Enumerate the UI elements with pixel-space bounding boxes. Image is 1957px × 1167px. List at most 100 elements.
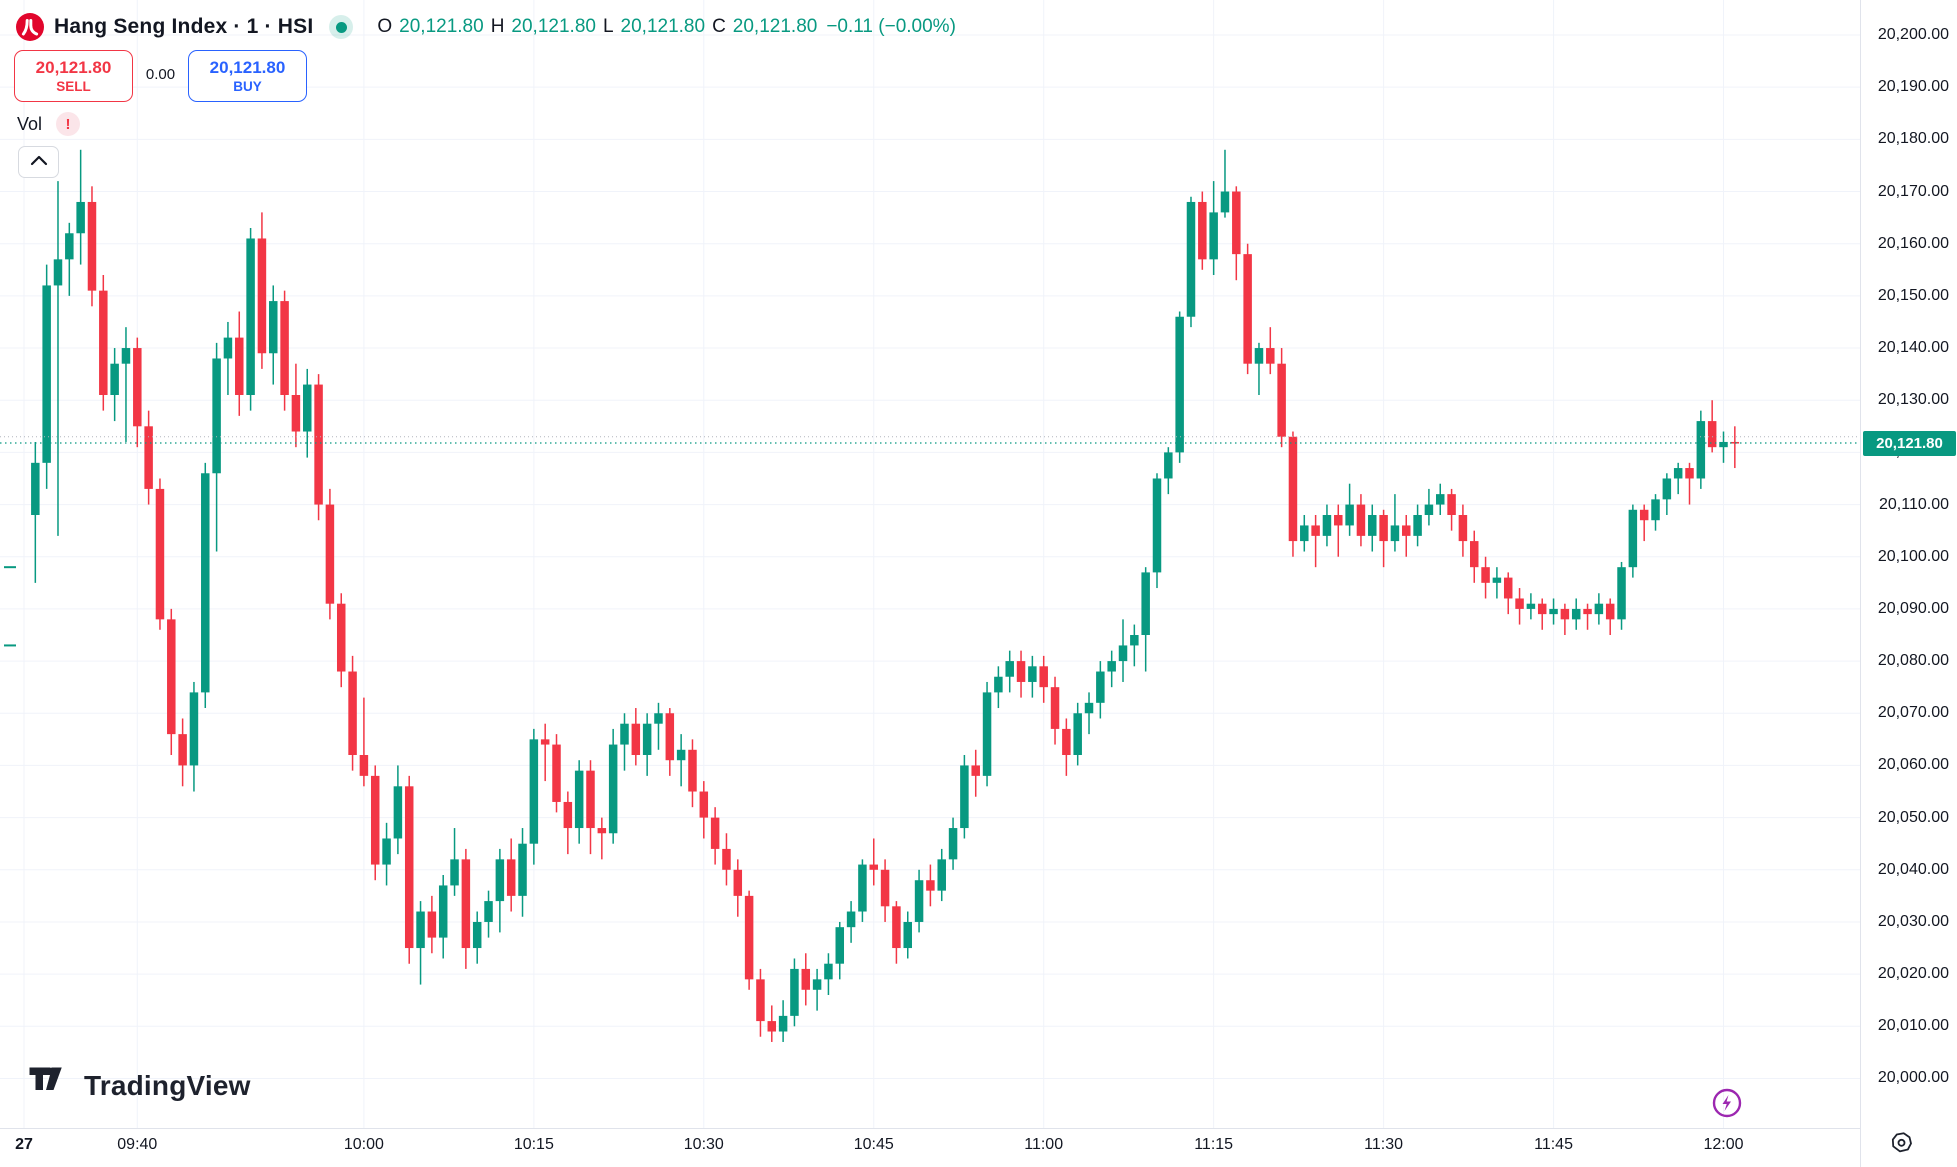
candle	[246, 228, 255, 411]
candle	[1254, 342, 1264, 396]
candle	[835, 921, 845, 980]
candle	[1583, 603, 1592, 630]
candle	[892, 901, 901, 964]
candle	[1390, 494, 1400, 552]
candle	[620, 713, 629, 771]
candle	[133, 337, 142, 448]
candle	[144, 410, 153, 505]
market-status-icon[interactable]	[329, 15, 354, 39]
candle	[1300, 515, 1309, 552]
candle	[801, 953, 811, 1006]
candle	[1073, 702, 1082, 766]
candle	[1232, 186, 1241, 281]
price-axis[interactable]: 20,200.00 20,190.00 20,180.00 20,170.00 20,1…	[1860, 0, 1957, 1167]
ohlc-values: O 20,121.80 H 20,121.80 L 20,121.80 C 20,121…	[377, 16, 956, 38]
candle	[574, 760, 584, 844]
symbol-title[interactable]: Hang Seng Index · 1 · HSI	[54, 15, 314, 38]
high-label: H	[490, 16, 505, 37]
candle	[484, 890, 493, 938]
candle	[960, 755, 969, 839]
price-axis-label: 20,180.00	[1877, 130, 1949, 148]
hang-seng-logo-icon	[16, 13, 44, 41]
candle	[1130, 624, 1139, 667]
candle	[427, 895, 437, 954]
candle	[450, 828, 459, 896]
time-axis-label: 11:45	[1534, 1136, 1573, 1153]
price-axis-label: 20,060.00	[1877, 756, 1949, 774]
candle	[552, 734, 561, 813]
candlestick-chart[interactable]	[0, 0, 1860, 1128]
candle	[1379, 509, 1388, 568]
candle	[767, 1005, 777, 1042]
candle	[1503, 572, 1513, 615]
candle	[982, 681, 992, 787]
candle	[631, 708, 641, 766]
candle	[506, 838, 516, 912]
candle	[1345, 483, 1354, 536]
price-axis-label: 20,000.00	[1877, 1069, 1949, 1087]
candle	[518, 828, 527, 917]
tradingview-watermark[interactable]: TradingView	[28, 1066, 251, 1105]
candle	[1356, 494, 1366, 547]
candle	[280, 290, 289, 411]
candle	[1639, 504, 1649, 542]
candle	[495, 848, 505, 933]
volume-indicator-legend[interactable]: Vol !	[17, 112, 81, 136]
time-axis-label: 10:45	[853, 1136, 894, 1153]
candle	[812, 968, 822, 1011]
time-axis[interactable]: 27 09:40 10:00 10:15 10:30 10:45 11:00 11:15 11:…	[0, 1128, 1860, 1167]
price-axis-label: 20,100.00	[1877, 547, 1949, 565]
vol-label[interactable]: Vol	[17, 113, 43, 134]
price-axis-label: 20,190.00	[1877, 78, 1949, 96]
candle	[676, 734, 686, 787]
candle	[1220, 149, 1230, 218]
candle	[1605, 598, 1615, 636]
candle	[642, 713, 652, 776]
candle	[121, 327, 131, 442]
candle	[1084, 692, 1094, 735]
candle	[1288, 431, 1298, 557]
candle	[824, 953, 833, 996]
candle	[1198, 191, 1207, 270]
candle	[472, 911, 482, 964]
high-value: 20,121.80	[511, 16, 596, 37]
candle	[1322, 504, 1332, 547]
candle	[1050, 676, 1060, 745]
price-axis-label: 20,090.00	[1877, 599, 1949, 617]
warning-icon[interactable]: !	[56, 112, 81, 136]
candle	[914, 869, 924, 933]
collapse-pane-button[interactable]	[18, 146, 59, 178]
candle	[223, 321, 233, 396]
candle	[710, 807, 720, 865]
price-axis-label: 20,030.00	[1877, 912, 1949, 930]
price-axis-label: 20,170.00	[1877, 182, 1949, 200]
sell-button[interactable]: 20,121.80 SELL	[14, 50, 133, 102]
buy-price: 20,121.80	[209, 57, 286, 77]
candle	[1571, 598, 1581, 630]
change-value: −0.11 (−0.00%)	[826, 16, 956, 37]
candle	[563, 791, 573, 855]
candle	[1164, 447, 1173, 495]
candle	[1266, 327, 1275, 375]
candle	[1334, 504, 1343, 557]
buy-button[interactable]: 20,121.80 BUY	[188, 50, 307, 102]
price-axis-label: 20,050.00	[1877, 808, 1949, 826]
candle	[303, 368, 312, 458]
price-axis-label: 20,150.00	[1877, 286, 1949, 304]
instant-trading-button[interactable]	[1709, 1085, 1745, 1121]
candle	[597, 817, 607, 860]
candle	[348, 655, 357, 771]
candle	[99, 275, 108, 411]
candle	[1651, 494, 1660, 531]
price-axis-label: 20,140.00	[1877, 339, 1949, 357]
candle	[699, 781, 709, 839]
candle	[1039, 655, 1048, 703]
candle	[926, 864, 935, 907]
candle	[1481, 556, 1490, 599]
sell-price: 20,121.80	[35, 57, 112, 77]
candle	[1730, 426, 1740, 469]
time-axis-settings-button[interactable]	[1888, 1130, 1915, 1157]
candle	[110, 348, 119, 422]
candle	[654, 702, 663, 750]
